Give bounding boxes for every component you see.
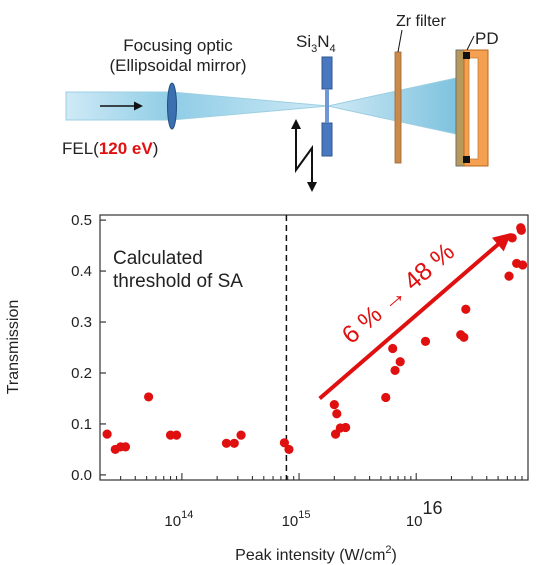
plot-frame bbox=[99, 214, 529, 481]
zr-filter-leader bbox=[397, 29, 403, 53]
zr-filter-label: Zr filter bbox=[396, 13, 446, 30]
data-point bbox=[221, 438, 232, 448]
y-tick-label: 0.1 bbox=[71, 416, 92, 433]
data-point bbox=[341, 422, 351, 433]
sample-membrane bbox=[325, 89, 329, 123]
beam-arrowhead bbox=[134, 101, 143, 111]
data-point bbox=[144, 392, 154, 402]
pd-label: PD bbox=[475, 29, 499, 48]
photodiode-pin-top bbox=[463, 52, 470, 59]
zr-filter-bar bbox=[394, 51, 402, 164]
threshold-annotation-line1: Calculated bbox=[113, 248, 203, 269]
data-point bbox=[459, 332, 469, 342]
x-tick-label: 1016 bbox=[406, 498, 443, 530]
data-point bbox=[279, 438, 290, 448]
data-point bbox=[330, 429, 341, 439]
threshold-annotation-line2: threshold of SA bbox=[113, 271, 243, 292]
diverging-beam bbox=[327, 77, 457, 135]
trend-arrowhead bbox=[491, 232, 512, 252]
trend-annotation: 6 % → 48 % bbox=[318, 232, 512, 400]
data-point bbox=[236, 430, 246, 440]
pd-leader bbox=[466, 35, 475, 51]
trend-arrow bbox=[318, 240, 503, 400]
data-point bbox=[332, 409, 342, 419]
photodiode-inner bbox=[468, 57, 479, 160]
focusing-optic-label: Focusing optic bbox=[123, 36, 233, 55]
translation-arrow bbox=[295, 126, 313, 186]
y-axis: 0.0 0.1 0.2 0.3 0.4 0.5 bbox=[71, 212, 106, 484]
y-tick-label: 0.0 bbox=[71, 467, 92, 484]
data-point bbox=[395, 357, 405, 367]
data-point bbox=[329, 399, 339, 410]
sample-upper bbox=[321, 56, 333, 90]
photodiode-pin-bottom bbox=[463, 156, 470, 163]
x-axis-label: Peak intensity (W/cm2) bbox=[235, 544, 397, 564]
sample-label: Si3N4 bbox=[296, 32, 336, 55]
data-points bbox=[102, 223, 528, 455]
data-point bbox=[102, 429, 112, 439]
data-point bbox=[507, 233, 517, 243]
x-tick-label: 1015 bbox=[282, 509, 311, 530]
data-point bbox=[516, 225, 526, 235]
fel-label: FEL(120 eV) bbox=[62, 139, 158, 158]
data-point bbox=[171, 430, 182, 440]
data-point bbox=[461, 304, 471, 314]
y-tick-label: 0.5 bbox=[71, 212, 92, 229]
x-axis: 1014 1015 1016 bbox=[99, 473, 529, 530]
y-tick-label: 0.3 bbox=[71, 314, 92, 331]
x-tick-label: 1014 bbox=[164, 509, 193, 530]
data-point bbox=[381, 392, 391, 403]
schematic: Focusing optic (Ellipsoidal mirror) FEL(… bbox=[62, 13, 499, 192]
data-point bbox=[518, 260, 528, 270]
transmission-chart: 0.0 0.1 0.2 0.3 0.4 0.5 1014 1015 1016 Calculat… bbox=[5, 212, 529, 564]
detector-filter bbox=[455, 49, 465, 167]
data-point bbox=[284, 444, 294, 455]
data-point bbox=[229, 438, 239, 448]
data-point bbox=[504, 271, 514, 281]
y-tick-label: 0.2 bbox=[71, 365, 92, 382]
data-point bbox=[388, 343, 398, 354]
y-tick-label: 0.4 bbox=[71, 263, 92, 280]
y-axis-label: Transmission bbox=[5, 300, 22, 395]
data-point bbox=[120, 442, 131, 452]
translation-arrow-up bbox=[291, 119, 301, 129]
converging-beam bbox=[171, 91, 329, 121]
sample-lower bbox=[321, 122, 333, 157]
ellipsoidal-mirror bbox=[167, 82, 177, 130]
data-point bbox=[420, 336, 431, 346]
data-point bbox=[390, 365, 400, 376]
translation-arrow-down bbox=[307, 182, 317, 192]
ellipsoidal-mirror-label: (Ellipsoidal mirror) bbox=[110, 56, 247, 75]
